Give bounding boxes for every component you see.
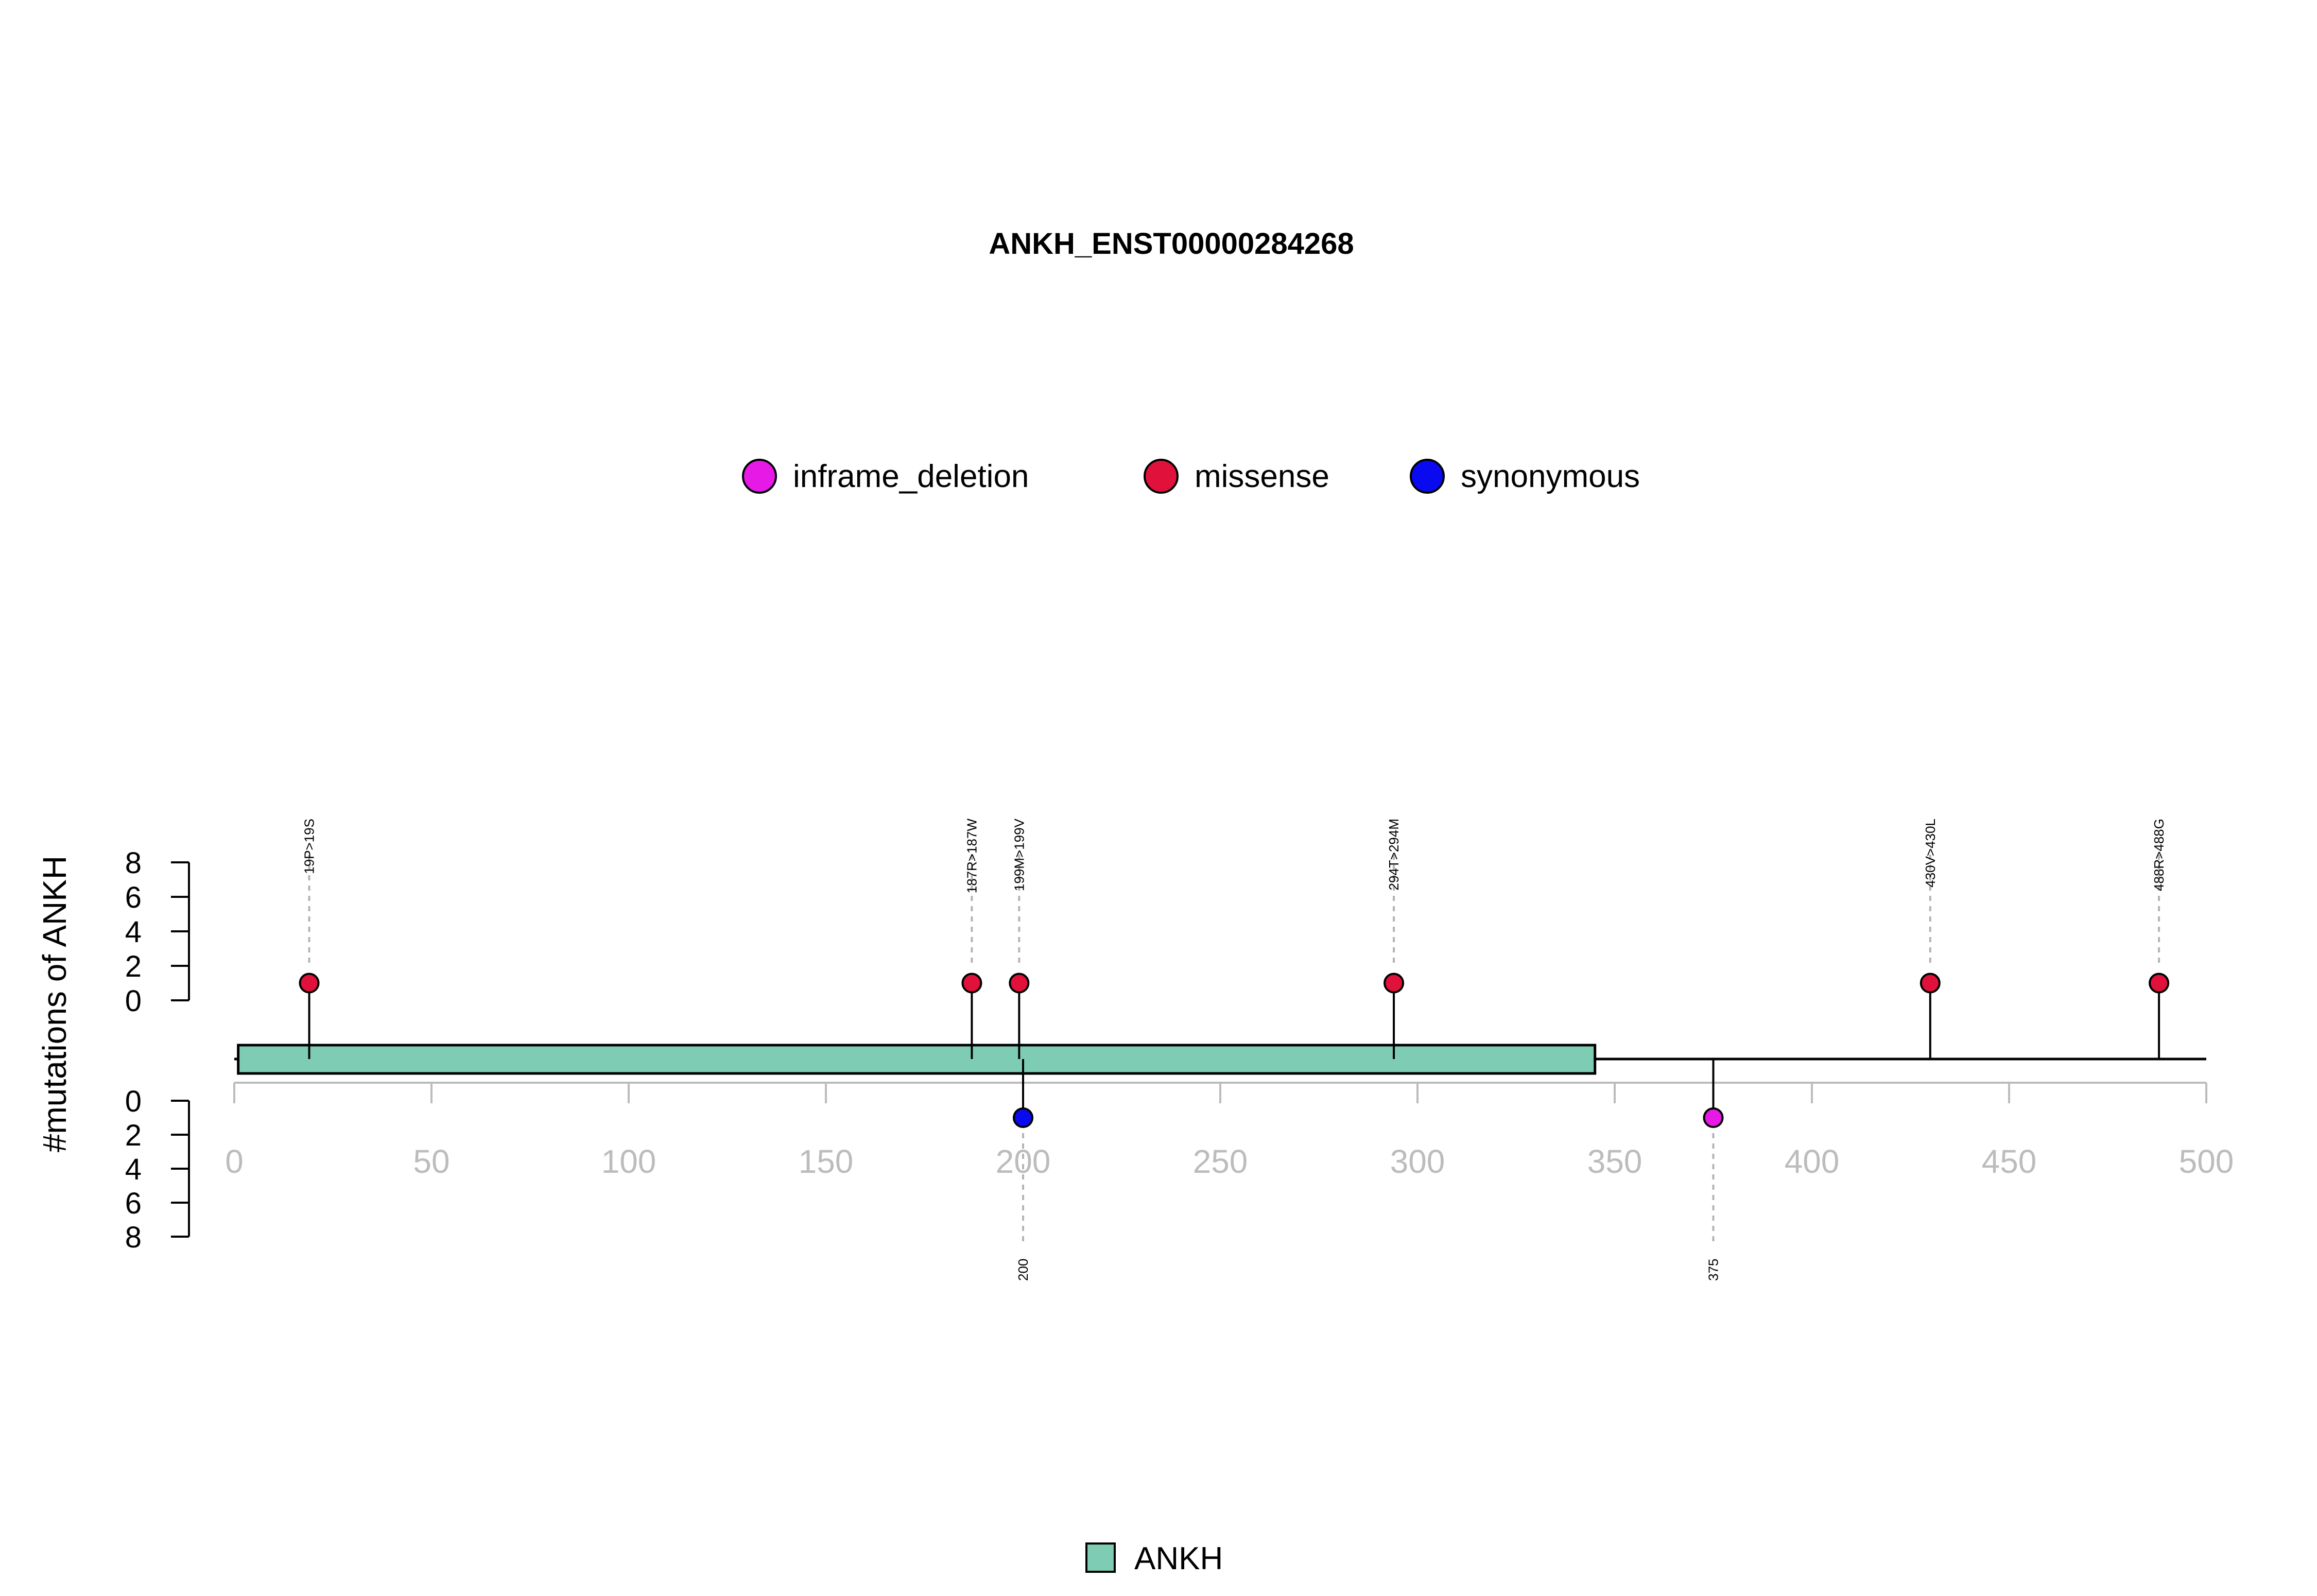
legend-marker-missense	[1144, 459, 1179, 494]
y-tick-label-bottom-4: 4	[125, 1153, 142, 1186]
mutation-point-top	[961, 973, 982, 994]
x-tick-label-150: 150	[799, 1143, 854, 1180]
mutation-point-top	[2149, 973, 2170, 994]
mutation-type-legend: inframe_deletion missense synonymous	[742, 459, 1640, 494]
x-tick-label-500: 500	[2179, 1143, 2234, 1180]
x-tick-label-300: 300	[1390, 1143, 1445, 1180]
mutation-label-bottom: 200	[1015, 1259, 1031, 1281]
y-tick-label-top-8: 8	[125, 846, 142, 880]
mutation-label-top: 19P>19S	[302, 819, 317, 874]
x-tick-label-350: 350	[1587, 1143, 1642, 1180]
mutation-label-top: 187R>187W	[964, 819, 979, 894]
y-tick-label-bottom-8: 8	[125, 1221, 142, 1254]
y-tick-label-bottom-2: 2	[125, 1119, 142, 1152]
mutation-label-top: 488R>488G	[2151, 819, 2167, 891]
legend-label-synonymous: synonymous	[1461, 459, 1640, 494]
mutation-label-top: 199M>199V	[1011, 818, 1027, 891]
x-tick-label-450: 450	[1982, 1143, 2037, 1180]
x-axis: 0 50 100 150 200 250 300 350 400 450 500	[225, 1082, 2234, 1180]
x-tick-label-400: 400	[1785, 1143, 1840, 1180]
domain-legend-label: ANKH	[1134, 1541, 1223, 1576]
x-tick-label-100: 100	[601, 1143, 656, 1180]
y-tick-label-bottom-6: 6	[125, 1187, 142, 1220]
domain-legend: ANKH	[1085, 1541, 1223, 1576]
x-tick-label-200: 200	[996, 1143, 1051, 1180]
legend-marker-inframe_deletion	[742, 459, 777, 494]
mutation-point-top	[1009, 973, 1030, 994]
x-tick-label-50: 50	[413, 1143, 449, 1180]
mutation-point-top	[1384, 973, 1405, 994]
legend-label-inframe_deletion: inframe_deletion	[793, 459, 1029, 494]
mutation-group: 19P>19S 187R>187W 199M>199V 294T>294M 430V>4…	[299, 818, 2170, 1281]
y-tick-label-top-4: 4	[125, 915, 142, 949]
domain-legend-swatch	[1085, 1542, 1116, 1573]
domain-group	[237, 1044, 1597, 1075]
mutation-label-bottom: 375	[1706, 1259, 1721, 1281]
y-tick-label-top-2: 2	[125, 950, 142, 983]
y-tick-label-top-6: 6	[125, 881, 142, 914]
mutation-point-bottom	[1703, 1107, 1724, 1128]
domain-ANKH	[237, 1044, 1597, 1075]
mutation-label-top: 294T>294M	[1386, 819, 1402, 890]
y-tick-label-bottom-0: 0	[125, 1085, 142, 1118]
mutation-point-bottom	[1013, 1107, 1033, 1128]
y-axis-label: #mutations of ANKH	[36, 856, 73, 1152]
y-tick-label-top-0: 0	[125, 984, 142, 1018]
legend-marker-synonymous	[1410, 459, 1445, 494]
x-tick-label-0: 0	[225, 1143, 244, 1180]
mutation-point-top	[1920, 973, 1941, 994]
chart-title: ANKH_ENST00000284268	[989, 227, 1354, 261]
x-tick-label-250: 250	[1193, 1143, 1248, 1180]
mutation-point-top	[299, 973, 320, 994]
legend-label-missense: missense	[1195, 459, 1329, 494]
mutation-label-top: 430V>430L	[1923, 819, 1938, 888]
